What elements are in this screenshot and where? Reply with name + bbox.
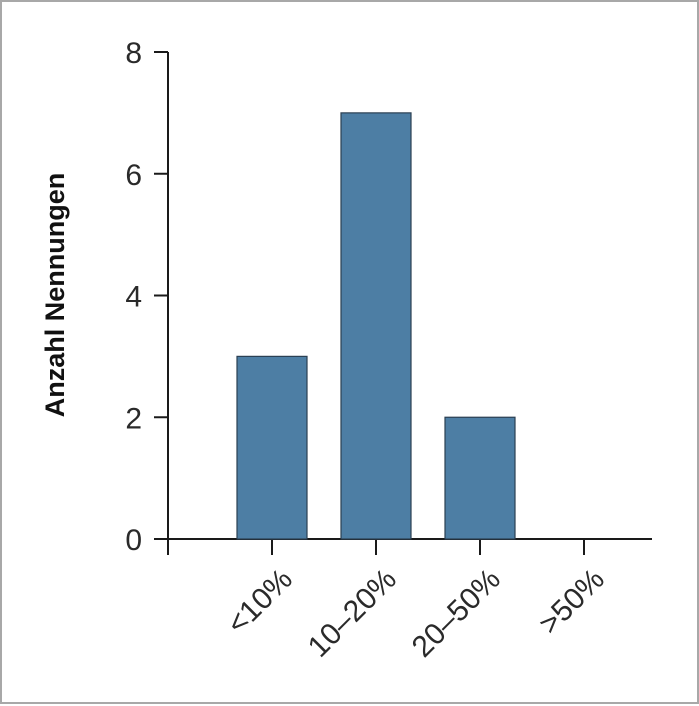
bars (236, 112, 516, 540)
x-tick-label: 10–20% (302, 563, 403, 664)
y-axis: 0 2 4 6 8 (125, 37, 169, 557)
y-tick-label: 0 (125, 524, 142, 557)
bar (340, 112, 412, 540)
x-tick-label: >50% (533, 563, 611, 641)
y-axis-title: Anzahl Nennungen (40, 173, 70, 418)
y-tick-label: 2 (125, 402, 142, 435)
y-tick-label: 8 (125, 37, 142, 70)
x-tick-label: 20–50% (406, 563, 507, 664)
bar (444, 416, 516, 540)
x-axis: <10% 10–20% 20–50% >50% (167, 538, 652, 664)
bar (236, 355, 308, 540)
y-tick-label: 6 (125, 159, 142, 192)
x-tick-label: <10% (221, 563, 299, 641)
y-tick-label: 4 (125, 281, 142, 314)
